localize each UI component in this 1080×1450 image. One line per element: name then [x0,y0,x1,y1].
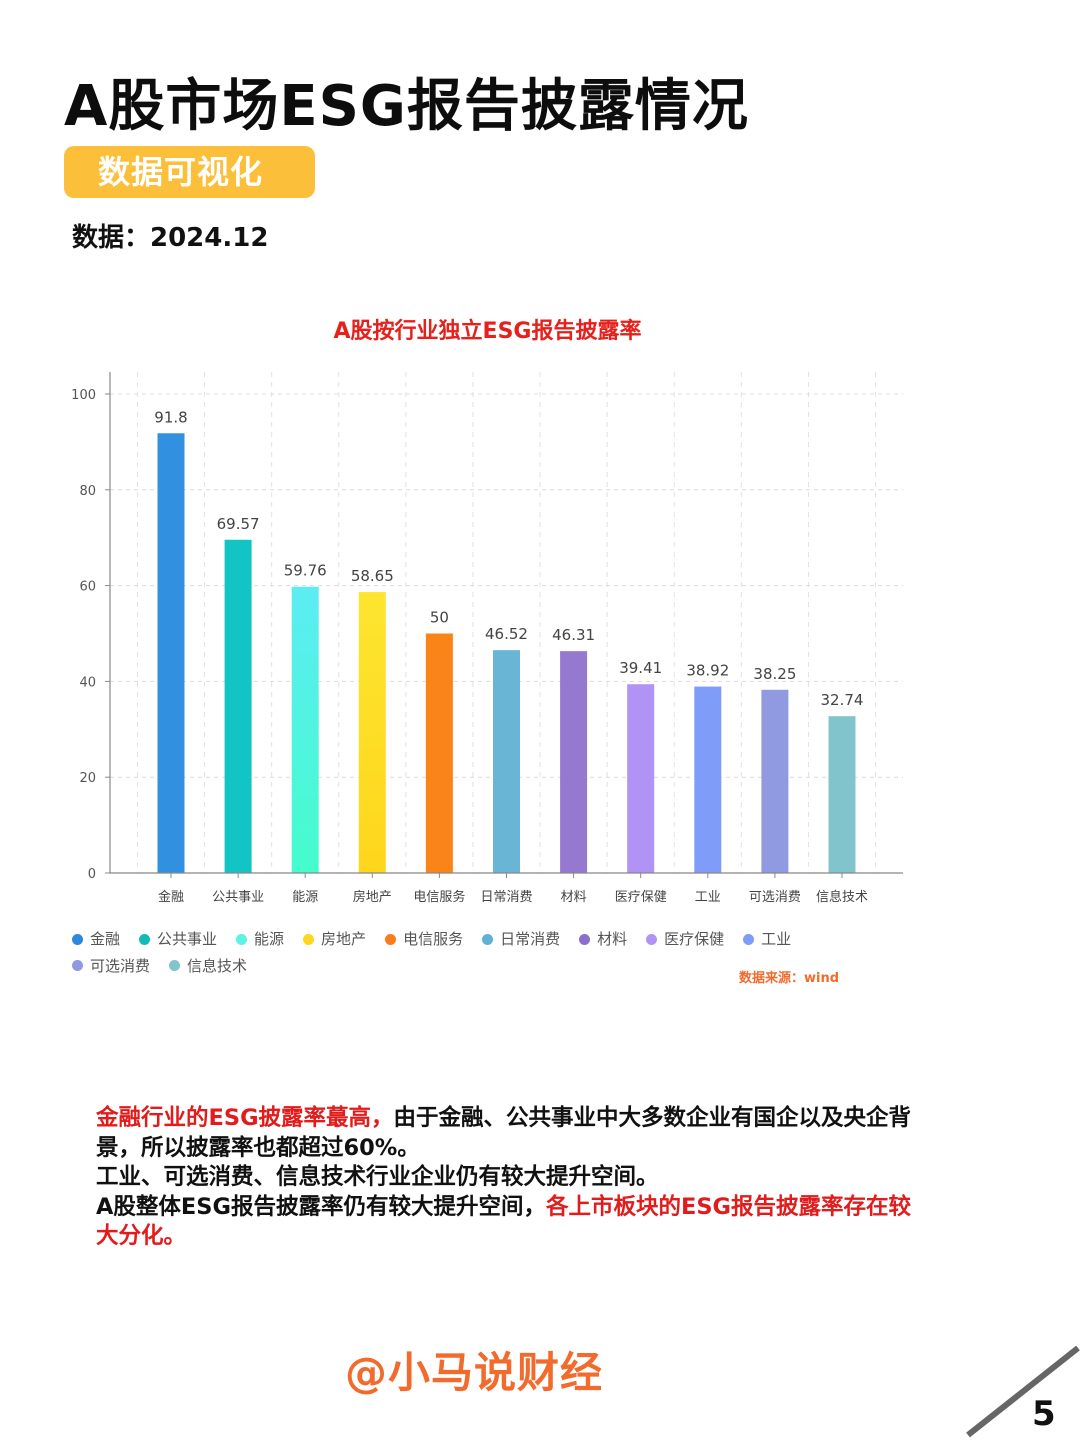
legend-item[interactable]: 金融 [72,926,120,952]
bar-value-label: 46.31 [552,626,595,644]
chart-title: A股按行业独立ESG报告披露率 [333,319,642,344]
legend-item[interactable]: 医疗保健 [646,926,724,952]
x-tick-label: 材料 [561,890,587,905]
bar-value-label: 59.76 [284,562,327,580]
bar-value-label: 38.25 [753,665,796,683]
legend-dot-icon [236,933,248,945]
page-number: 5 [1032,1394,1056,1434]
bar-value-label: 32.74 [821,691,864,709]
legend-dot-icon [385,933,397,945]
summary-paragraph-3: A股整体ESG报告披露率仍有较大提升空间，各上市板块的ESG报告披露率存在较大分… [96,1193,926,1252]
legend-label: 能源 [254,930,285,948]
summary-paragraph-2: 工业、可选消费、信息技术行业企业仍有较大提升空间。 [96,1164,659,1190]
legend-dot-icon [482,933,494,945]
section-tag: 数据可视化 [64,146,315,198]
author-watermark: @小马说财经 [345,1348,604,1397]
bar-医疗保健[interactable] [627,684,655,873]
legend-label: 医疗保健 [664,930,725,948]
legend-label: 信息技术 [187,956,248,975]
legend-dot-icon [743,933,755,945]
bar-value-label: 50 [430,609,449,627]
legend-label: 房地产 [321,930,367,948]
legend-item[interactable]: 工业 [743,926,791,952]
bar-能源[interactable] [291,586,319,873]
x-tick-label: 金融 [158,889,184,905]
legend-dot-icon [303,933,315,945]
y-tick-label: 100 [71,388,96,403]
legend-item[interactable]: 公共事业 [139,926,217,952]
x-tick-label: 电信服务 [413,889,465,905]
data-source: 数据来源：wind [739,971,840,986]
bar-信息技术[interactable] [828,716,856,873]
legend-item[interactable]: 材料 [579,926,627,952]
legend-label: 可选消费 [90,956,151,975]
legend-dot-icon [72,933,83,945]
y-tick-label: 20 [79,771,96,786]
bar-value-label: 91.8 [154,408,187,426]
legend-label: 电信服务 [403,930,464,948]
bar-value-label: 38.92 [686,662,729,680]
x-tick-label: 能源 [292,890,318,905]
x-tick-label: 可选消费 [749,890,801,905]
summary-text-1: 由于金融、公共事业中大多数企业有国企以及央企背景，所以披露率也都超过60%。 [96,1105,912,1161]
section-tag-label: 数据可视化 [98,153,264,191]
summary-paragraph-1: 金融行业的ESG披露率蕞高，由于金融、公共事业中大多数企业有国企以及央企背景，所… [96,1104,926,1163]
chart-legend: 金融 公共事业 能源 房地产 电信服务 日常消费 材料 医疗保健 工业可选消费 信息技术 [72,926,922,979]
x-tick-label: 房地产 [353,889,392,905]
bar-日常消费[interactable] [493,650,520,873]
page-slash-decoration [966,1345,1080,1438]
bar-chart: 0 20 40 60 80 100 91.8 金融 69.57 公共事业 59.76 能源 58.65 房… [71,372,903,905]
summary-text: 金融行业的ESG披露率蕞高，由于金融、公共事业中大多数企业有国企以及央企背景，所… [96,1104,926,1252]
y-tick-label: 80 [79,484,96,499]
legend-item[interactable]: 房地产 [303,926,366,952]
bar-可选消费[interactable] [761,689,789,873]
bar-value-label: 39.41 [619,659,662,677]
bar-公共事业[interactable] [224,539,252,873]
legend-label: 金融 [90,930,121,948]
legend-item[interactable]: 电信服务 [385,926,463,952]
summary-text-3: A股整体ESG报告披露率仍有较大提升空间， [96,1193,546,1220]
legend-dot-icon [579,933,591,945]
y-tick-label: 0 [88,867,96,882]
bar-value-label: 58.65 [351,567,394,585]
legend-label: 公共事业 [157,930,218,948]
bar-电信服务[interactable] [425,633,453,874]
x-tick-label: 公共事业 [212,890,264,905]
legend-dot-icon [169,960,181,971]
page-title: A股市场ESG报告披露情况 [64,74,749,139]
y-tick-label: 40 [79,675,96,690]
legend-item[interactable]: 日常消费 [482,926,560,952]
data-date: 数据：2024.12 [72,223,269,253]
legend-dot-icon [646,933,658,945]
legend-label: 工业 [761,930,792,948]
legend-dot-icon [72,960,83,971]
legend-item[interactable]: 能源 [236,926,284,952]
bar-房地产[interactable] [358,592,386,873]
bar-金融[interactable] [157,433,185,873]
legend-label: 材料 [597,930,628,948]
summary-highlight-1: 金融行业的ESG披露率蕞高， [96,1105,394,1131]
y-tick-label: 60 [79,580,96,595]
legend-dot-icon [139,933,151,945]
legend-item[interactable]: 可选消费 [72,953,150,979]
bar-工业[interactable] [694,686,722,873]
legend-item[interactable]: 信息技术 [169,953,247,979]
bar-value-label: 69.57 [217,515,260,533]
bar-value-label: 46.52 [485,625,528,643]
summary-highlight-3: 各上市板块的ESG报告披露率存在较大分化。 [96,1193,912,1250]
bar-材料[interactable] [560,651,588,873]
x-tick-label: 信息技术 [816,889,868,905]
x-tick-label: 医疗保健 [615,890,667,905]
x-tick-label: 日常消费 [480,890,532,905]
legend-label: 日常消费 [500,930,561,948]
x-tick-label: 工业 [695,890,721,905]
